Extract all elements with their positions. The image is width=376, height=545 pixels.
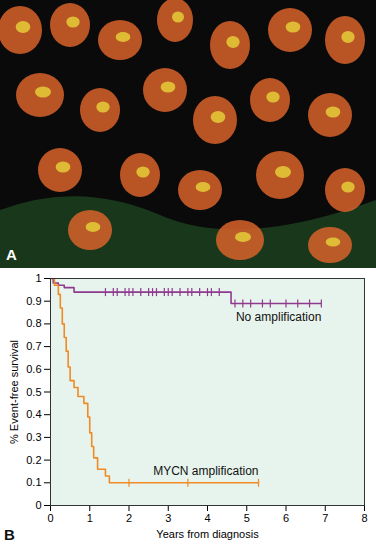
svg-text:0.4: 0.4 (26, 408, 41, 420)
svg-text:0.3: 0.3 (26, 431, 41, 443)
svg-text:6: 6 (283, 512, 289, 524)
svg-text:1: 1 (87, 512, 93, 524)
svg-text:0.6: 0.6 (26, 363, 41, 375)
svg-text:8: 8 (361, 512, 367, 524)
svg-text:3: 3 (165, 512, 171, 524)
svg-text:5: 5 (244, 512, 250, 524)
svg-text:2: 2 (126, 512, 132, 524)
html-text:B: B (4, 526, 15, 543)
svg-text:Years from diagnosis: Years from diagnosis (156, 528, 259, 540)
svg-text:No amplification: No amplification (236, 310, 321, 324)
svg-text:0.5: 0.5 (26, 386, 41, 398)
svg-text:0: 0 (35, 499, 41, 511)
svg-text:0: 0 (47, 512, 53, 524)
svg-text:1: 1 (35, 272, 41, 284)
svg-text:0.9: 0.9 (26, 295, 41, 307)
svg-text:0.2: 0.2 (26, 454, 41, 466)
svg-text:7: 7 (322, 512, 328, 524)
svg-text:0.7: 0.7 (26, 340, 41, 352)
svg-text:% Event-free survival: % Event-free survival (8, 340, 20, 444)
svg-text:4: 4 (204, 512, 210, 524)
svg-text:MYCN amplification: MYCN amplification (153, 464, 258, 478)
svg-text:0.1: 0.1 (26, 476, 41, 488)
svg-text:0.8: 0.8 (26, 317, 41, 329)
svg-text:A: A (6, 246, 17, 263)
